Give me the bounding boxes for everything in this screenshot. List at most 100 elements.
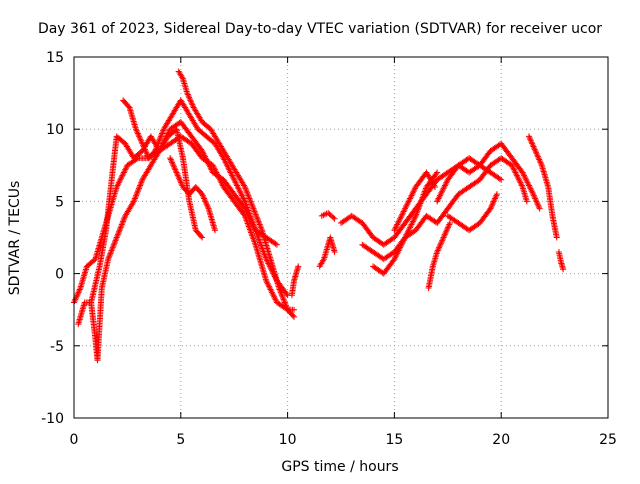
data-trail	[467, 220, 482, 233]
data-trail	[425, 264, 436, 290]
data-trail	[360, 221, 376, 240]
chart-title: Day 361 of 2023, Sidereal Day-to-day VTE…	[38, 21, 602, 37]
data-trail	[77, 264, 90, 290]
data-trail	[146, 149, 158, 160]
data-trail	[176, 69, 186, 81]
series-track-13	[391, 169, 438, 234]
data-trail	[267, 257, 282, 290]
data-trail	[533, 149, 545, 167]
data-trail	[221, 185, 237, 204]
data-trail	[488, 170, 503, 182]
series-track-18	[555, 248, 567, 273]
data-trail	[478, 163, 493, 175]
series-track-5	[75, 126, 206, 364]
data-trail	[317, 257, 327, 268]
data-point	[130, 198, 137, 205]
data-trail	[179, 134, 194, 146]
data-trail	[499, 141, 514, 160]
data-trail	[71, 286, 83, 305]
data-trail	[99, 257, 111, 290]
data-trail	[88, 301, 99, 341]
data-trail	[167, 156, 179, 175]
data-trail	[109, 134, 120, 174]
data-trail	[199, 149, 216, 175]
data-trail	[413, 214, 429, 232]
series-track-10	[338, 140, 543, 248]
data-trail	[435, 206, 450, 225]
data-trail	[445, 163, 461, 182]
data-trail	[435, 170, 450, 182]
data-point	[560, 266, 567, 273]
data-trail	[253, 228, 269, 261]
data-trail	[530, 192, 543, 211]
data-trail	[392, 235, 408, 261]
y-tick-label: 0	[55, 267, 64, 283]
data-trail	[350, 213, 365, 226]
y-tick-label: 15	[46, 50, 64, 66]
data-point	[530, 191, 537, 198]
series-track-16	[444, 191, 500, 234]
data-trail	[509, 156, 525, 175]
series-track-12	[370, 169, 441, 277]
data-point	[295, 263, 302, 270]
data-point	[105, 256, 112, 263]
data-point	[331, 215, 338, 222]
data-point	[525, 133, 532, 140]
data-trail	[132, 148, 145, 161]
data-trail	[178, 120, 194, 139]
data-trail	[83, 299, 93, 306]
data-point	[113, 183, 120, 190]
y-tick-label: 5	[55, 194, 64, 210]
data-point	[250, 205, 257, 212]
data-trail	[186, 200, 199, 232]
axis-ticks: 0 5 10 15 20 25 -10 -5 0 5 10 15	[41, 50, 617, 448]
data-trail	[467, 177, 482, 190]
data-trail	[264, 235, 279, 247]
data-trail	[242, 199, 258, 232]
series-track-17	[525, 133, 560, 241]
data-trail	[103, 171, 116, 232]
data-trail	[509, 163, 525, 189]
x-tick-label: 25	[599, 432, 617, 448]
data-trail	[402, 214, 419, 240]
data-trail	[131, 178, 145, 203]
data-point	[402, 205, 409, 212]
data-trail	[152, 127, 167, 153]
data-point	[241, 183, 248, 190]
data-trail	[211, 170, 226, 182]
x-tick-label: 15	[385, 432, 403, 448]
data-point	[199, 234, 206, 241]
data-trail	[403, 206, 418, 225]
data-trail	[204, 134, 217, 146]
data-point	[199, 191, 206, 198]
data-trail	[85, 257, 98, 269]
data-trail	[232, 199, 247, 218]
data-trail	[193, 228, 205, 240]
data-trail	[200, 120, 213, 132]
data-trail	[360, 242, 375, 255]
data-trail	[193, 185, 205, 196]
data-point	[508, 162, 515, 169]
data-trail	[140, 163, 154, 182]
data-point	[263, 277, 270, 284]
data-point	[498, 176, 505, 183]
data-point	[440, 234, 447, 241]
data-trail	[157, 134, 171, 153]
data-point	[199, 147, 206, 154]
data-trail	[276, 286, 291, 312]
data-trail	[259, 228, 274, 261]
series-track-8	[316, 234, 338, 270]
data-trail	[253, 243, 269, 283]
data-trail	[178, 98, 192, 117]
data-point	[519, 169, 526, 176]
data-trail	[234, 170, 248, 189]
data-trail	[199, 192, 211, 211]
data-trail	[189, 141, 205, 160]
y-tick-label: -5	[50, 339, 64, 355]
data-trail	[250, 207, 265, 232]
data-point	[434, 169, 441, 176]
data-trail	[456, 184, 471, 197]
